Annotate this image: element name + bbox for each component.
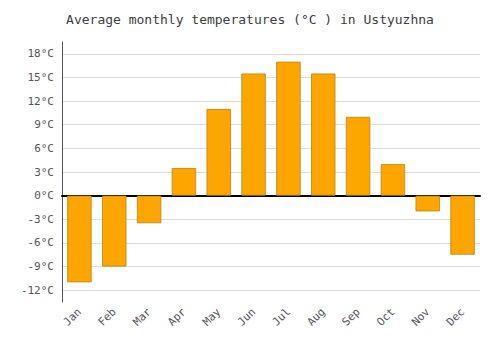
- svg-text:Mar: Mar: [130, 305, 153, 328]
- svg-text:-12°C: -12°C: [21, 284, 54, 297]
- svg-text:Feb: Feb: [96, 305, 119, 328]
- svg-text:0°C: 0°C: [34, 189, 54, 202]
- svg-text:-6°C: -6°C: [28, 236, 55, 249]
- svg-text:6°C: 6°C: [34, 142, 54, 155]
- svg-text:Jun: Jun: [235, 305, 258, 328]
- svg-text:12°C: 12°C: [28, 95, 55, 108]
- svg-text:Jan: Jan: [61, 305, 84, 328]
- svg-text:Nov: Nov: [409, 305, 432, 328]
- svg-text:Aug: Aug: [305, 305, 328, 328]
- svg-text:9°C: 9°C: [34, 118, 54, 131]
- svg-text:-9°C: -9°C: [28, 260, 55, 273]
- svg-text:3°C: 3°C: [34, 166, 54, 179]
- svg-text:Average monthly temperatures (: Average monthly temperatures (°C ) in Us…: [66, 12, 434, 27]
- svg-text:Dec: Dec: [444, 305, 467, 328]
- svg-text:May: May: [200, 305, 223, 328]
- svg-text:Oct: Oct: [374, 305, 397, 328]
- svg-text:-3°C: -3°C: [28, 213, 55, 226]
- svg-text:18°C: 18°C: [28, 47, 55, 60]
- svg-text:15°C: 15°C: [28, 71, 55, 84]
- svg-text:Apr: Apr: [165, 305, 188, 328]
- svg-text:Jul: Jul: [270, 305, 293, 328]
- svg-text:Sep: Sep: [339, 305, 362, 328]
